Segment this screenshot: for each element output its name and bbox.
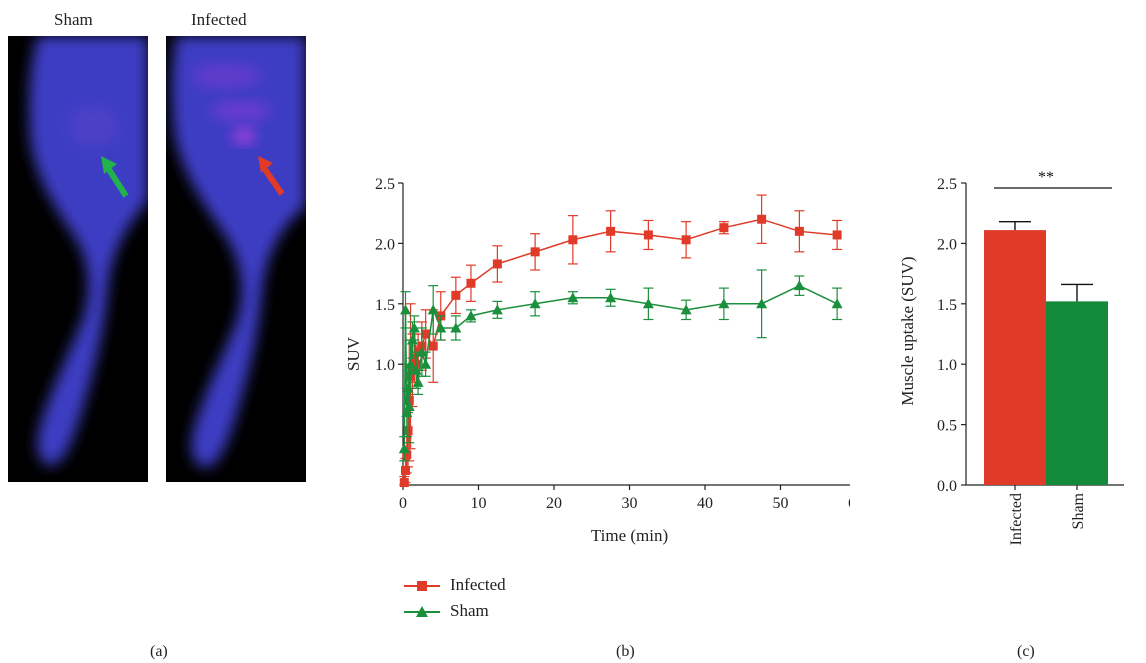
y-tick-label: 1.0 <box>375 357 395 374</box>
data-point-sham <box>412 376 424 387</box>
data-point-sham <box>427 304 439 315</box>
panel-label-a: (a) <box>150 643 168 660</box>
data-point-sham <box>491 304 503 315</box>
y-tick-label: 0.0 <box>937 478 957 495</box>
data-point-infected <box>568 235 578 245</box>
data-point-infected <box>606 226 616 236</box>
data-point-sham <box>403 400 415 411</box>
y-tick-label: 1.0 <box>937 357 957 374</box>
x-tick-label: 60 <box>848 495 850 512</box>
series-infected <box>399 194 843 488</box>
data-point-sham <box>465 310 477 321</box>
panel-label-c: (c) <box>1017 643 1035 660</box>
data-point-infected <box>719 223 729 233</box>
scan-title-sham: Sham <box>54 10 93 29</box>
x-tick-label: 50 <box>773 495 789 512</box>
y-tick-label: 2.5 <box>375 176 395 193</box>
data-point-infected <box>643 230 653 240</box>
sham-scan-image <box>8 36 148 482</box>
data-point-infected <box>492 259 502 269</box>
data-point-infected <box>681 235 691 245</box>
data-point-sham <box>680 304 692 315</box>
y-tick-label: 0.5 <box>937 418 957 435</box>
x-tick-label: Sham <box>1070 492 1087 529</box>
significance-marker: ** <box>1038 169 1054 186</box>
data-point-infected <box>428 341 438 351</box>
muscle-uptake-bar-chart: 0.0 0.5 1.0 1.5 2.0 2.5 Muscle uptake (SUV) Inf… <box>898 169 1124 545</box>
y-tick-label: 2.0 <box>937 236 957 253</box>
data-point-infected <box>402 450 412 460</box>
infected-scan-image <box>166 36 306 482</box>
data-point-sham <box>420 358 432 369</box>
bar-infected <box>984 230 1046 485</box>
scan-title-infected: Infected <box>191 10 247 29</box>
y-axis-label: Muscle uptake (SUV) <box>898 256 917 405</box>
data-point-sham <box>756 298 768 309</box>
data-point-infected <box>757 214 767 224</box>
data-point-sham <box>831 298 843 309</box>
legend-marker-infected <box>404 581 440 591</box>
suv-time-line-chart: 0 10 20 30 40 50 60 1.0 1.5 2.0 2.5 Time (min) SUV <box>344 176 850 545</box>
y-tick-label: 2.0 <box>375 236 395 253</box>
series-sham <box>398 269 843 462</box>
data-point-infected <box>794 226 804 236</box>
bar-sham <box>1046 301 1108 485</box>
x-tick-label: Infected <box>1008 493 1025 545</box>
data-point-sham <box>405 358 417 369</box>
panel-label-b: (b) <box>616 643 635 660</box>
legend-label-sham: Sham <box>450 601 489 620</box>
x-axis-label: Time (min) <box>591 526 668 545</box>
series-line-infected <box>403 218 838 483</box>
legend-item-infected: Infected <box>404 574 544 598</box>
arrow-icon <box>101 156 129 198</box>
chart-legend: Infected Sham <box>404 574 544 624</box>
legend-item-sham: Sham <box>404 600 544 624</box>
data-point-sham <box>567 292 579 303</box>
data-point-infected <box>466 278 476 288</box>
data-point-infected <box>832 230 842 240</box>
x-tick-label: 40 <box>697 495 713 512</box>
data-point-sham <box>605 292 617 303</box>
x-tick-label: 30 <box>622 495 638 512</box>
legend-marker-sham <box>404 606 440 617</box>
y-tick-label: 1.5 <box>375 297 395 314</box>
data-point-infected <box>400 466 410 476</box>
data-point-sham <box>529 298 541 309</box>
arrow-icon <box>258 156 285 196</box>
data-point-sham <box>435 322 447 333</box>
y-tick-label: 1.5 <box>937 297 957 314</box>
data-point-infected <box>421 329 431 339</box>
data-point-infected <box>403 426 413 436</box>
y-tick-label: 2.5 <box>937 176 957 193</box>
data-point-infected <box>451 290 461 300</box>
data-point-sham <box>718 298 730 309</box>
data-point-sham <box>398 443 410 454</box>
data-point-sham <box>399 304 411 315</box>
data-point-infected <box>530 247 540 257</box>
data-point-sham <box>642 298 654 309</box>
x-tick-label: 20 <box>546 495 562 512</box>
y-axis-label: SUV <box>344 336 363 371</box>
data-point-sham <box>408 322 420 333</box>
data-point-sham <box>450 322 462 333</box>
legend-label-infected: Infected <box>450 575 506 594</box>
x-tick-label: 0 <box>399 495 407 512</box>
x-tick-label: 10 <box>471 495 487 512</box>
data-point-sham <box>793 280 805 291</box>
